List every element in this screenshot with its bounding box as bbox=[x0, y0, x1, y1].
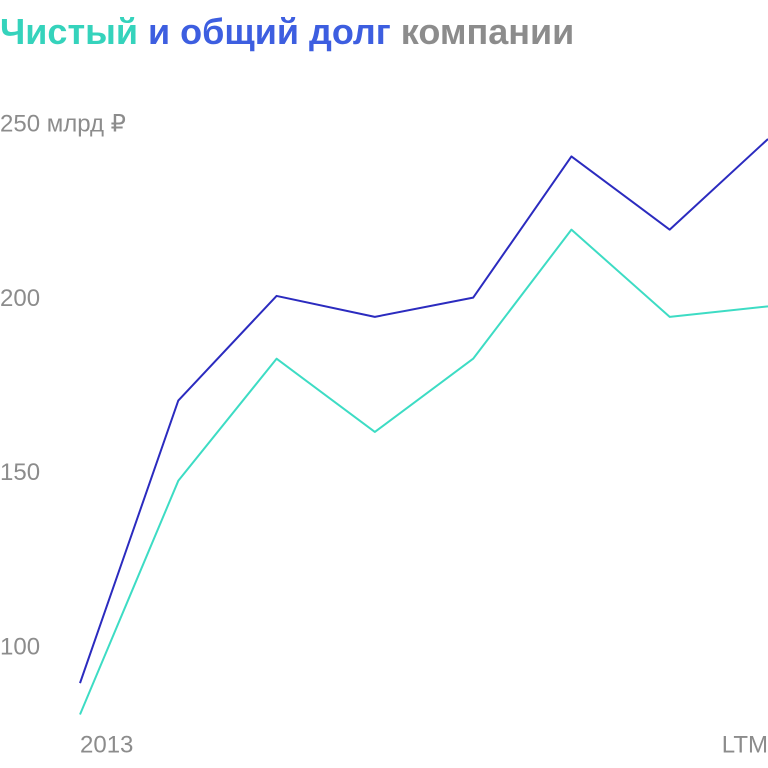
title-part: Чистый bbox=[0, 11, 138, 52]
y-tick-label: 250 млрд ₽ bbox=[0, 110, 126, 137]
x-tick-label: LTM bbox=[722, 731, 768, 758]
y-tick-label: 200 bbox=[0, 285, 40, 312]
y-tick-label: 150 bbox=[0, 459, 40, 486]
line bbox=[79, 228, 768, 715]
x-tick-label: 2013 bbox=[80, 731, 133, 758]
title-part: и общий долг bbox=[148, 11, 391, 52]
chart-title: Чистый и общий долг компании bbox=[0, 11, 574, 52]
title-part: компании bbox=[401, 11, 574, 52]
y-tick-label: 100 bbox=[0, 634, 40, 661]
line bbox=[79, 138, 768, 684]
